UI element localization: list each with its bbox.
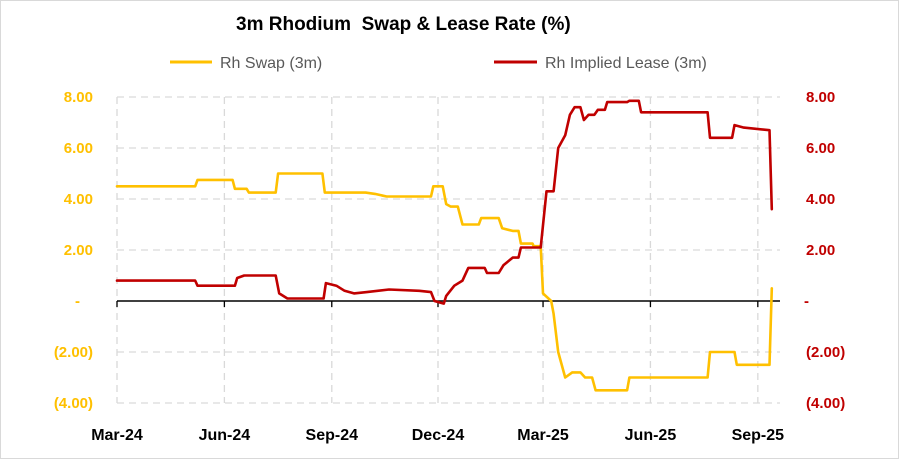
y-tick-label-right: 2.00 <box>806 242 835 259</box>
y-tick-label-right: 8.00 <box>806 89 835 106</box>
x-tick-label: Dec-24 <box>412 427 465 444</box>
grid-layer <box>116 96 780 404</box>
y-tick-label-right: 4.00 <box>806 191 835 208</box>
y-tick-label-right: 6.00 <box>806 140 835 157</box>
left-axis-ticks: 8.00 6.00 4.00 2.00 - (2.00) (4.00) <box>54 89 93 412</box>
y-tick-label-right: - <box>804 293 809 310</box>
x-tick-label: Sep-25 <box>732 427 785 444</box>
y-tick-label-left: (4.00) <box>54 395 93 412</box>
legend-lease-label: Rh Implied Lease (3m) <box>545 55 707 72</box>
series-layer <box>115 99 774 392</box>
y-tick-label-right: (4.00) <box>806 395 845 412</box>
x-tick-label: Jun-25 <box>625 427 677 444</box>
right-axis-ticks: 8.00 6.00 4.00 2.00 - (2.00) (4.00) <box>804 89 845 412</box>
x-axis-ticks: Mar-24 Jun-24 Sep-24 Dec-24 Mar-25 Jun-25 Sep-… <box>91 427 784 444</box>
x-tick-label: Mar-25 <box>517 427 569 444</box>
chart-title: 3m Rhodium Swap & Lease Rate (%) <box>236 14 571 35</box>
y-tick-label-right: (2.00) <box>806 344 845 361</box>
y-tick-label-left: 4.00 <box>64 191 93 208</box>
y-tick-label-left: 8.00 <box>64 89 93 106</box>
y-tick-label-left: 2.00 <box>64 242 93 259</box>
y-tick-label-left: - <box>75 293 80 310</box>
y-tick-label-left: (2.00) <box>54 344 93 361</box>
series-line-swap <box>115 172 774 392</box>
x-tick-label: Mar-24 <box>91 427 143 444</box>
y-tick-label-left: 6.00 <box>64 140 93 157</box>
legend-swap-label: Rh Swap (3m) <box>220 55 322 72</box>
legend: Rh Swap (3m) Rh Implied Lease (3m) <box>170 55 707 72</box>
x-tick-label: Sep-24 <box>306 427 359 444</box>
series-line-lease <box>115 99 774 305</box>
x-tick-label: Jun-24 <box>199 427 251 444</box>
